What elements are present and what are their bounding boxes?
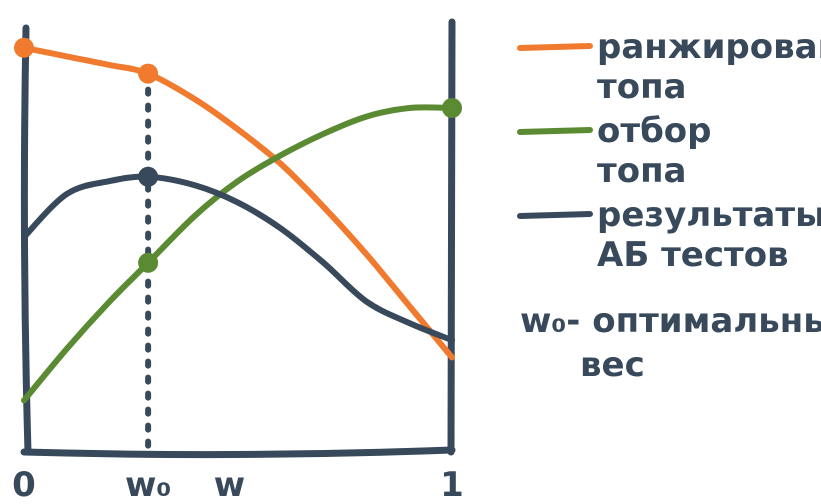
legend-swatch-2 — [517, 211, 593, 219]
x-tick-label-1: w₀ — [125, 465, 171, 504]
x-tick-label-2: w — [214, 465, 245, 504]
legend-swatch-0 — [517, 43, 593, 51]
x-tick-labels: 0 w₀ w 1 — [12, 465, 464, 504]
series-line-1 — [21, 104, 455, 404]
legend-swatch-1 — [517, 127, 593, 135]
y-axis — [20, 24, 32, 456]
marker-point-0 — [14, 37, 34, 58]
x-tick-label-3: 1 — [440, 465, 464, 504]
legend-label-2: результаты АБ тестов — [597, 195, 821, 275]
marker-point-1 — [138, 63, 159, 84]
marker-point-2 — [138, 166, 159, 187]
x-axis — [20, 446, 456, 459]
legend: ранжированиетопаотбортопарезультатыАБ те… — [517, 27, 821, 385]
legend-label-0: ранжированиетопа — [597, 27, 821, 107]
x-tick-label-0: 0 — [12, 465, 36, 504]
axes — [20, 18, 456, 459]
right-boundary-line — [447, 18, 456, 456]
legend-label-1: отбор топа — [597, 111, 712, 191]
w0-note: w₀- оптимальныйвес — [520, 301, 821, 385]
series-line-2 — [21, 173, 455, 344]
series-lines — [21, 44, 455, 404]
marker-point-3 — [138, 252, 159, 273]
markers — [14, 37, 462, 273]
marker-point-4 — [442, 98, 462, 118]
series-line-0 — [21, 44, 455, 361]
